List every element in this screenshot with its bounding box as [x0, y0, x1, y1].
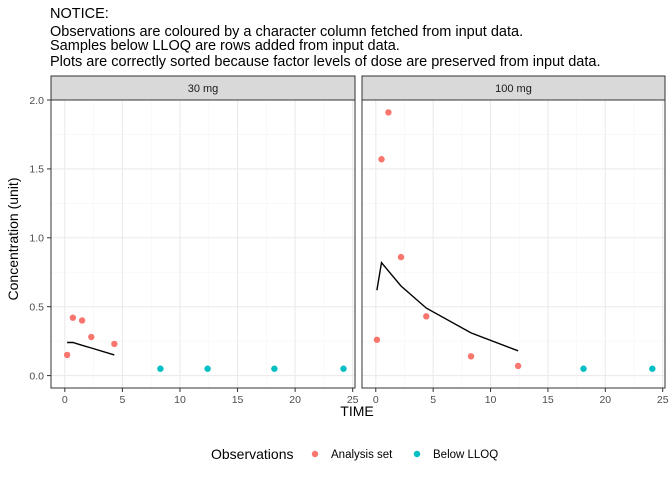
- observation-point: [157, 365, 164, 372]
- observation-point: [397, 253, 405, 261]
- x-tick-label: 20: [599, 394, 611, 406]
- facet-panels: 30 mg 0 5 10 15 20 25 100 mg 0 5 10 15 20 25: [50, 75, 669, 406]
- observation-point: [111, 340, 118, 348]
- x-tick-label: 15: [542, 394, 554, 406]
- observation-point: [378, 156, 385, 163]
- prediction-line: [376, 260, 519, 352]
- notice-text: NOTICE: Observations are coloured by a c…: [50, 6, 600, 70]
- observation-point: [385, 109, 392, 116]
- observation-point: [63, 351, 71, 359]
- x-tick-label: 5: [119, 394, 125, 406]
- legend-key: [311, 450, 319, 458]
- panel-border: [361, 99, 666, 389]
- x-tick-label: 25: [347, 394, 359, 406]
- legend-key: [413, 450, 421, 458]
- observation-point: [373, 336, 381, 343]
- observation-point: [423, 313, 430, 320]
- y-axis: 0.0 0.5 1.0 1.5 2.0: [29, 95, 51, 382]
- observation-point: [649, 365, 656, 372]
- legend-label: Below LLOQ: [433, 449, 498, 461]
- observation-point: [271, 365, 278, 372]
- x-tick-label: 10: [174, 394, 186, 406]
- observation-point: [69, 314, 77, 321]
- x-tick-label: 10: [485, 394, 497, 406]
- legend: Observations Analysis set Below LLOQ: [211, 446, 498, 462]
- facet-strip-label: 100 mg: [495, 83, 532, 95]
- facet-panel: 100 mg 0 5 10 15 20 25: [361, 75, 669, 406]
- observation-point: [467, 353, 475, 360]
- y-tick-label: 0.0: [29, 370, 44, 382]
- x-tick-label: 15: [232, 394, 244, 406]
- x-tick-label: 0: [62, 394, 68, 406]
- observation-point: [204, 365, 211, 372]
- y-tick-label: 1.5: [29, 164, 44, 176]
- notice-line: Samples below LLOQ are rows added from i…: [50, 38, 400, 54]
- x-tick-label: 25: [657, 394, 669, 406]
- facet-strip: [50, 75, 356, 101]
- legend-label: Analysis set: [331, 449, 393, 461]
- prediction-line: [67, 341, 115, 356]
- observation-point: [78, 317, 86, 324]
- x-tick-label: 5: [430, 394, 436, 406]
- y-axis-title: Concentration (unit): [5, 178, 21, 301]
- facet-strip: [361, 75, 666, 101]
- y-tick-label: 1.0: [29, 233, 44, 245]
- x-tick-label: 0: [373, 394, 379, 406]
- facet-panel: 30 mg 0 5 10 15 20 25: [50, 75, 359, 406]
- notice-line: NOTICE:: [50, 6, 109, 22]
- observation-point: [88, 333, 95, 341]
- panel-border: [50, 99, 356, 389]
- x-tick-label: 20: [289, 394, 301, 406]
- notice-line: Observations are coloured by a character…: [50, 24, 523, 40]
- y-tick-label: 0.5: [29, 301, 44, 313]
- observation-point: [340, 365, 347, 372]
- observation-point: [514, 362, 522, 370]
- x-axis-title: TIME: [340, 403, 373, 419]
- facet-strip-label: 30 mg: [188, 83, 219, 95]
- notice-line: Plots are correctly sorted because facto…: [50, 54, 600, 70]
- legend-title: Observations: [211, 446, 293, 462]
- panel-background: [51, 100, 355, 388]
- y-tick-label: 2.0: [29, 95, 44, 107]
- observation-point: [580, 365, 587, 372]
- panel-background: [362, 100, 665, 388]
